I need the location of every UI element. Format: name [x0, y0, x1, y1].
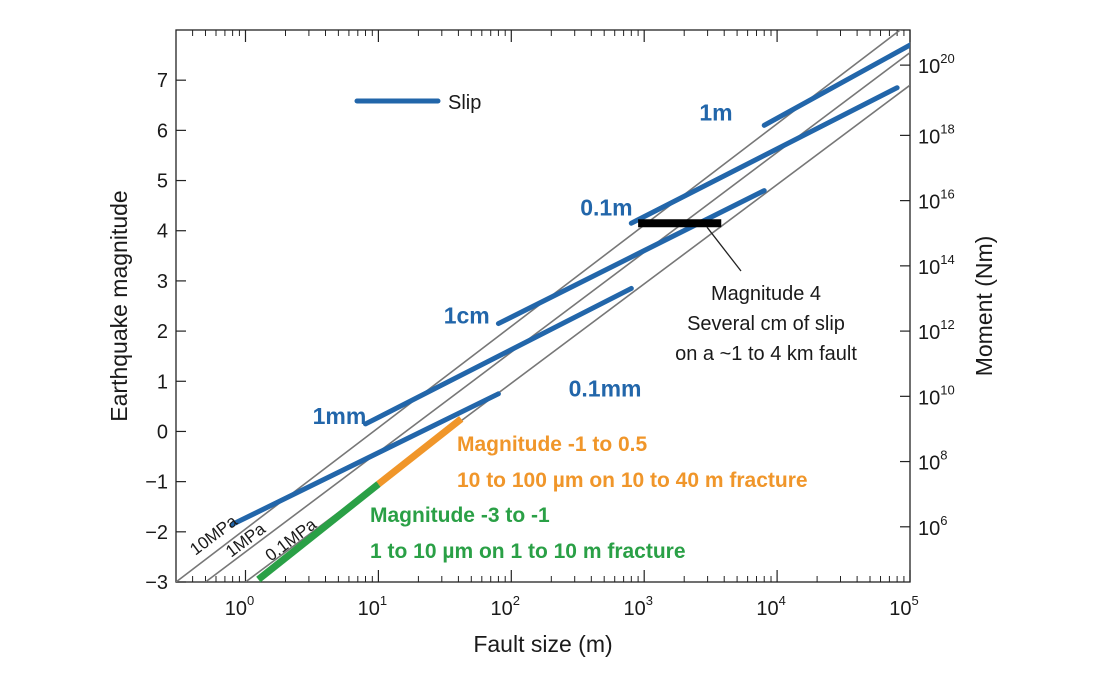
green-annotation: Magnitude -3 to -1 [370, 504, 550, 527]
minor-ticks [175, 30, 905, 582]
slip-line [230, 391, 501, 527]
y2-tick-label: 1018 [918, 121, 955, 148]
slip-label: 0.1m [580, 195, 632, 221]
green-highlight [256, 481, 381, 583]
y2-tick-label: 108 [918, 448, 947, 475]
y2-tick-label: 1010 [918, 382, 955, 409]
plot-frame [175, 29, 911, 583]
y-tick-label: 6 [157, 120, 168, 142]
x-tick-label: 102 [491, 593, 520, 620]
y2-axis-title: Moment (Nm) [971, 236, 997, 377]
x-axis-title: Fault size (m) [473, 631, 612, 657]
magnitude4-annotation: Magnitude 4 [711, 283, 821, 305]
slip-label: 0.1mm [569, 375, 642, 401]
slip-lines [230, 42, 910, 527]
annotation-pointer [706, 226, 742, 272]
slip-line [628, 85, 900, 226]
event-marker-group [638, 219, 742, 272]
y-tick-label: −2 [145, 522, 168, 544]
slip-line [761, 42, 910, 128]
x-tick-label: 101 [358, 593, 387, 620]
slip-label: 1mm [313, 403, 367, 429]
orange-annotation: 10 to 100 µm on 10 to 40 m fracture [457, 469, 808, 492]
orange-annotation: Magnitude -1 to 0.5 [457, 433, 648, 456]
y2-tick-label: 1012 [918, 317, 955, 344]
slip-line [363, 285, 634, 427]
slip-label: 1cm [444, 303, 490, 329]
y-tick-label: 2 [157, 321, 168, 343]
y2-tick-label: 1014 [918, 252, 955, 279]
x-tick-label: 103 [623, 593, 652, 620]
green-annotation: 1 to 10 µm on 1 to 10 m fracture [370, 540, 686, 563]
legend-label: Slip [448, 92, 481, 114]
y-tick-label: 7 [157, 70, 168, 92]
orange-highlight [376, 416, 464, 487]
highlight-segments [256, 416, 464, 583]
y-tick-label: −1 [145, 472, 168, 494]
y2-tick-label: 106 [918, 513, 947, 540]
magnitude4-annotation: Several cm of slip [687, 313, 845, 335]
x-tick-label: 100 [225, 593, 254, 620]
x-tick-label: 104 [756, 593, 785, 620]
y-axis-title: Earthquake magnitude [106, 190, 132, 421]
y-tick-label: 0 [157, 421, 168, 443]
y-tick-label: −3 [145, 572, 168, 594]
y2-tick-label: 1016 [918, 187, 955, 214]
slip-line [495, 188, 767, 327]
y2-tick-label: 1020 [918, 51, 955, 78]
y-tick-label: 5 [157, 171, 168, 193]
major-ticks [176, 30, 911, 583]
magnitude4-annotation: on a ~1 to 4 km fault [675, 343, 857, 365]
y-tick-label: 1 [157, 371, 168, 393]
slip-label: 1m [699, 99, 732, 125]
x-tick-label: 105 [889, 593, 918, 620]
y-tick-label: 4 [157, 221, 168, 243]
y-tick-label: 3 [157, 271, 168, 293]
